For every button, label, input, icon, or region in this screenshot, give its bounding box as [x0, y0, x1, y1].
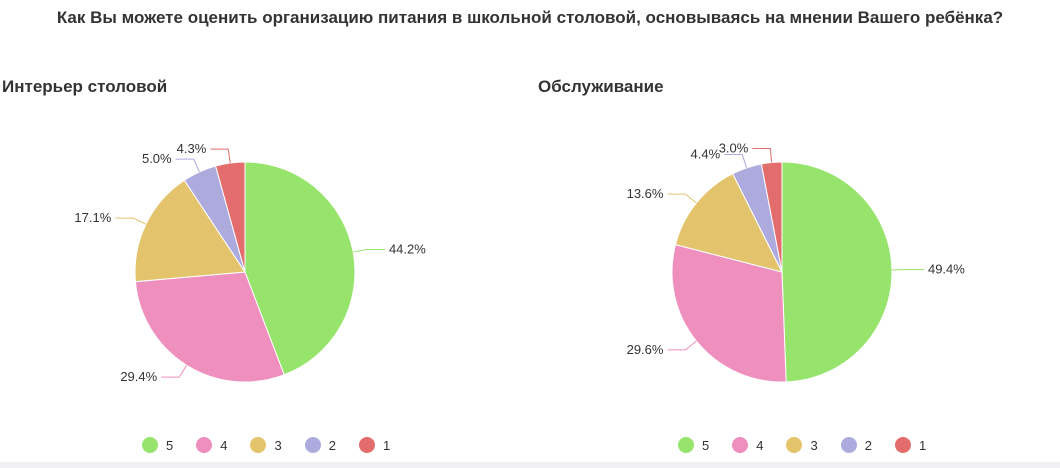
legend-label: 1: [382, 437, 391, 453]
legend-service: 5 4 3 2 1: [678, 434, 949, 456]
slice-label-2: 4.4%: [691, 147, 721, 162]
legend-item-5[interactable]: 5: [142, 437, 173, 453]
label-leader-line: [724, 154, 748, 168]
legend-marker: [358, 437, 375, 453]
legend-item-1[interactable]: 1: [358, 437, 391, 453]
legend-item-2[interactable]: 2: [304, 437, 336, 453]
label-leader-line: [353, 249, 385, 253]
bottom-divider: [0, 462, 1060, 468]
legend-label: 4: [756, 437, 764, 453]
legend-marker: [894, 437, 911, 453]
legend-label: 4: [220, 437, 228, 453]
slice-label-3: 13.6%: [627, 186, 664, 201]
pie-slice-3[interactable]: [674, 173, 783, 273]
chart-title-service: Обслуживание: [538, 77, 664, 96]
label-leader-line: [175, 158, 200, 173]
legend-label: 3: [810, 437, 818, 453]
legend-label: 2: [328, 437, 336, 453]
legend-item-2[interactable]: 2: [840, 437, 872, 453]
legend-label: 3: [274, 437, 282, 453]
label-leader-line: [667, 340, 697, 351]
chart-title-interior: Интерьер столовой: [2, 77, 168, 96]
slice-label-4: 29.4%: [120, 369, 157, 384]
page-title: Как Вы можете оценить организацию питани…: [56, 8, 1004, 27]
legend-marker: [250, 437, 267, 453]
legend-label: 5: [166, 437, 174, 453]
legend-marker: [786, 437, 803, 453]
pie-slice-5[interactable]: [244, 161, 356, 376]
legend-item-3[interactable]: 3: [250, 437, 282, 453]
legend-label: 2: [864, 437, 872, 453]
label-leader-line: [161, 364, 188, 378]
slice-label-3: 17.1%: [74, 210, 111, 225]
legend-label: 1: [918, 437, 927, 453]
slice-label-2: 5.0%: [142, 151, 172, 166]
legend-marker: [304, 437, 321, 453]
pie-chart-service: 49.4% 29.6% 13.6% 4.4%3.0%: [627, 141, 965, 383]
legend-marker: [142, 437, 158, 453]
slice-label-1: 4.3%: [177, 141, 207, 156]
label-leader-line: [115, 217, 147, 225]
label-leader-line: [667, 193, 697, 204]
slice-label-4: 29.6%: [627, 342, 664, 357]
label-leader-line: [752, 148, 773, 163]
legend-interior: 5 4 3 2 1: [142, 434, 413, 456]
legend-marker: [840, 437, 857, 453]
legend-marker: [732, 437, 749, 453]
pie-chart-interior: 44.2% 29.4% 17.1% 5.0% 4.3%: [74, 141, 426, 384]
legend-item-4[interactable]: 4: [732, 437, 763, 453]
slice-label-5: 49.4%: [928, 262, 965, 277]
legend-item-3[interactable]: 3: [786, 437, 818, 453]
legend-marker: [678, 437, 694, 453]
pie-slice-5[interactable]: [781, 161, 893, 383]
legend-label: 5: [702, 437, 710, 453]
legend-item-1[interactable]: 1: [894, 437, 927, 453]
label-leader-line: [210, 148, 231, 164]
slice-label-5: 44.2%: [389, 242, 426, 257]
slice-label-1: 3.0%: [719, 141, 749, 156]
legend-item-5[interactable]: 5: [678, 437, 709, 453]
legend-marker: [196, 437, 213, 453]
legend-item-4[interactable]: 4: [196, 437, 227, 453]
